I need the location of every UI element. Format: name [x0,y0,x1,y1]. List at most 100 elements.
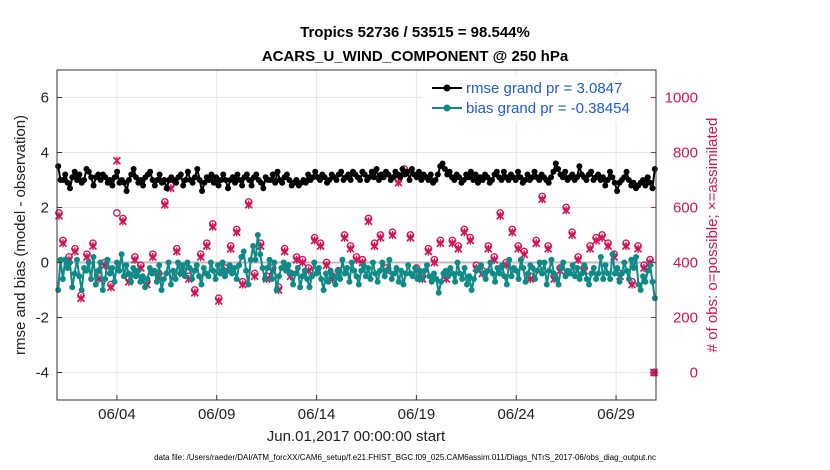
bias-point [402,270,409,277]
rmse-point [293,177,300,183]
bias-point [224,267,231,274]
bias-point [520,265,527,271]
bias-point [428,278,435,285]
bias-point [266,256,273,263]
bias-point [607,276,614,282]
rmse-point [102,174,109,181]
assimilated-obs-marker [388,230,397,240]
assimilated-obs-marker [298,258,307,267]
bias-point [165,259,172,266]
rmse-point [220,171,227,178]
bias-point [550,270,557,277]
bias-point [292,270,299,277]
rmse-point [243,171,250,178]
rmse-point [76,171,83,178]
assimilated-obs-marker [316,241,325,251]
bias-point [480,270,487,277]
assimilated-obs-marker [592,236,601,245]
rmse-point [427,171,434,178]
bias-point [508,273,515,280]
rmse-point [614,188,621,194]
bias-point [609,251,616,258]
rmse-point [472,171,479,178]
bias-point [217,270,224,277]
rmse-point [173,179,180,186]
bias-point [69,284,76,291]
bias-point [311,259,318,266]
assimilated-obs-marker [466,236,475,245]
bias-point [489,270,496,277]
data-file-footer: data file: /Users/raeder/DAI/ATM_forcXX/… [154,453,656,462]
assimilated-obs-marker [172,247,181,256]
rmse-point [177,171,184,178]
rmse-point [647,179,654,186]
rmse-point [569,171,576,178]
x-tick-label: 06/09 [198,406,236,423]
bias-point [257,251,264,258]
rmse-point [137,177,144,183]
bias-point [560,259,567,266]
assimilated-obs-marker [376,233,385,242]
bias-point [240,248,247,255]
assimilated-obs-marker [190,288,199,297]
bias-point [327,267,334,274]
bias-point [536,259,543,266]
rmse-point [248,182,255,189]
assimilated-obs-marker [214,296,223,306]
rmse-point [88,174,95,181]
bias-point [625,276,632,282]
bias-point [163,270,170,277]
bias-point [71,270,78,277]
rmse-point [366,174,373,181]
rmse-point [149,177,156,183]
bias-point [111,278,118,285]
bias-point [438,278,445,285]
bias-point [529,265,536,271]
bias-point [118,251,125,258]
bias-point [170,267,177,274]
bias-point [358,267,365,274]
bias-point [59,276,66,282]
bias-point [388,276,395,282]
assimilated-obs-marker [160,200,169,209]
rmse-point [151,182,158,189]
rmse-point [163,185,170,192]
rmse-point [373,166,380,172]
rmse-point [133,174,140,181]
rmse-point [161,177,168,183]
rmse-point [576,163,583,170]
bias-point [330,273,337,280]
bias-point [325,278,332,285]
bias-point [174,259,181,266]
bias-point [346,278,353,285]
bias-point [461,265,468,271]
bias-point [416,267,423,274]
assimilated-obs-marker [106,283,115,292]
bias-point [184,259,191,266]
bias-point [586,281,593,288]
rmse-point [439,160,446,167]
bias-point [616,278,623,285]
assimilated-obs-marker [340,233,349,242]
bias-point [238,254,245,260]
rmse-point [130,166,137,172]
bias-point [555,281,562,288]
bias-point [522,278,529,285]
bias-point [494,265,501,271]
bias-point [539,270,546,277]
y-left-tick-label: 2 [41,200,49,217]
bias-point [109,265,116,271]
y-right-tick-label: 400 [673,255,698,272]
bias-point [548,256,555,263]
bias-point [92,281,99,288]
bias-point [318,276,325,282]
rmse-point [74,177,81,183]
rmse-point [460,177,467,183]
bias-point [221,273,228,280]
plot-frame [56,69,657,401]
rmse-point [180,182,187,189]
rmse-point [182,177,189,183]
bias-point [517,256,524,263]
bias-point [647,262,654,269]
rmse-point [451,177,458,183]
